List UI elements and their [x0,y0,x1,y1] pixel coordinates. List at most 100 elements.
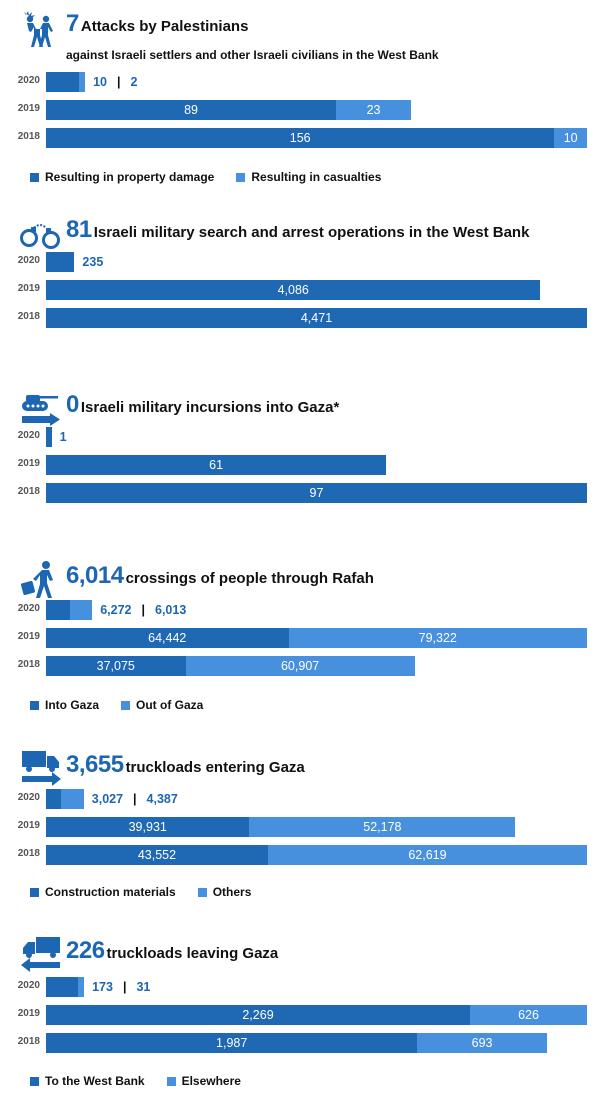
category-label: 2018 [17,486,40,497]
legend-label: Resulting in property damage [45,170,215,184]
legend-swatch [166,1076,176,1086]
stacked-bar: 2,269 626 [46,1005,587,1025]
bar-row: 2019 4,086 [0,280,600,300]
category-label: 2018 [17,131,40,142]
legend-item: Resulting in casualties [236,170,381,184]
legend-item: Out of Gaza [121,698,203,712]
headline-number: 0 [66,391,79,418]
bar-row: 2020 1 [0,427,600,447]
bar-row: 2018 1,987 693 [0,1033,600,1053]
category-label: 2019 [17,103,40,114]
data-label: 64,442 [148,631,187,645]
bar-segment [46,600,70,620]
bar-segment [46,977,79,997]
bar-segment: 1,987 [46,1033,418,1053]
bar-segment: 693 [417,1033,547,1053]
title-text: Israeli military incursions into Gaza* [80,399,340,416]
bar-row: 2020 6,272 | 6,013 [0,600,600,620]
bar-segment: 60,907 [185,656,415,676]
bar-segment: 4,471 [46,308,587,328]
data-label: 60,907 [280,659,320,673]
legend-label: Construction materials [45,885,176,899]
category-label: 2020 [17,603,40,614]
data-label: 156 [289,131,311,145]
legend-label: Out of Gaza [136,698,204,712]
bar-row: 2019 2,269 626 [0,1005,600,1025]
category-label: 2018 [17,659,40,670]
bar-segment: 89 [46,100,337,120]
stacked-bar: 1,987 693 [46,1033,547,1053]
bar-row: 2019 64,442 79,322 [0,628,600,648]
legend-item: Others [197,885,251,899]
data-label: 43,552 [137,848,177,862]
bar-row: 2020 173 | 31 [0,977,600,997]
legend-item: Elsewhere [166,1074,241,1088]
title-text: Israeli military search and arrest opera… [93,224,530,241]
category-label: 2020 [17,430,40,441]
bar-segment: 156 [46,128,555,148]
bar-row: 2018 156 10 [0,128,600,148]
data-label: 31 [136,980,151,994]
separator: | [117,75,121,89]
category-label: 2019 [17,283,40,294]
separator: | [133,792,137,806]
data-label: 4,086 [277,283,309,297]
category-label: 2019 [17,631,40,642]
bar-segment: 62,619 [267,845,587,865]
data-label: 89 [184,103,198,117]
stacked-bar: 39,931 52,178 [46,817,516,837]
data-label: 37,075 [96,659,135,673]
bar-segment: 23 [336,100,411,120]
data-label: 235 [82,255,104,269]
outside-data-label: 10 | 2 [93,75,137,89]
legend: To the West Bank Elsewhere [30,1074,241,1088]
chart-subtitle: against Israeli settlers and other Israe… [66,48,439,62]
headline-number: 81 [66,216,92,243]
bar-segment [46,427,52,447]
legend-swatch [236,172,246,182]
bar-segment [61,789,84,809]
title-text: truckloads entering Gaza [125,759,305,776]
stacked-bar: 4,471 [46,308,587,328]
bar-segment [46,789,62,809]
data-label: 23 [366,103,381,117]
legend: Resulting in property damage Resulting in… [30,170,381,184]
data-label: 6,272 [100,603,132,617]
bar-row: 2020 235 [0,252,600,272]
data-label: 62,619 [408,848,447,862]
bar-row: 2018 43,552 62,619 [0,845,600,865]
bar-row: 2019 89 23 [0,100,600,120]
bar-segment: 4,086 [46,280,541,300]
bar-segment [46,72,79,92]
legend-label: Resulting in casualties [251,170,382,184]
data-label: 4,471 [300,311,333,325]
bar-segment: 37,075 [46,656,186,676]
headline-number: 6,014 [66,562,124,589]
legend-item: Into Gaza [30,698,99,712]
category-label: 2020 [17,255,40,266]
stacked-bar [46,252,75,272]
stacked-bar: 156 10 [46,128,587,148]
chart-title: 6,014 crossings of people through Rafah [66,562,374,590]
legend-swatch [30,700,39,710]
chart-title: 0 Israeli military incursions into Gaza* [66,391,339,419]
bar-row: 2018 37,075 60,907 [0,656,600,676]
bar-row: 2020 10 | 2 [0,72,600,92]
outside-data-label: 173 | 31 [92,980,150,994]
data-label: 3,027 [91,792,124,806]
chart-title: 226 truckloads leaving Gaza [66,937,278,965]
bar-row: 2019 39,931 52,178 [0,817,600,837]
data-label: 2 [130,75,138,89]
bar-segment: 626 [470,1005,587,1025]
category-label: 2020 [17,792,40,803]
bar-segment: 39,931 [46,817,250,837]
legend-label: Elsewhere [181,1074,241,1088]
legend-label: Into Gaza [45,698,100,712]
bar-segment [69,600,93,620]
bar-row: 2018 4,471 [0,308,600,328]
data-label: 39,931 [128,820,167,834]
stacked-bar [46,427,52,447]
legend-item: Construction materials [30,885,176,899]
bar-segment: 10 [554,128,587,148]
outside-data-label: 6,272 | 6,013 [100,603,186,617]
